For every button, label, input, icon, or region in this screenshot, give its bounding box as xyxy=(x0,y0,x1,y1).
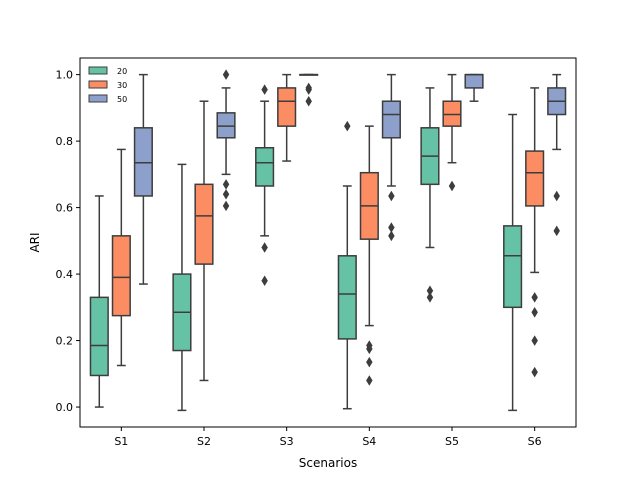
outlier-point xyxy=(305,82,312,94)
x-tick-label: S1 xyxy=(114,435,128,448)
x-tick-label: S4 xyxy=(362,435,376,448)
outlier-point xyxy=(305,95,312,107)
outlier-point xyxy=(553,225,560,237)
box-s4-20 xyxy=(337,255,357,340)
outlier-point xyxy=(261,242,268,253)
outlier-point xyxy=(531,307,538,318)
legend-swatch-20 xyxy=(88,66,108,75)
outlier-point xyxy=(222,69,230,80)
box-s2-30 xyxy=(194,183,214,265)
box-s1-30 xyxy=(111,235,131,317)
y-axis-label: ARI xyxy=(28,232,42,252)
x-axis-label: Scenarios xyxy=(299,456,357,470)
legend-swatch-30 xyxy=(88,80,108,89)
box-s1-20 xyxy=(89,296,109,377)
outlier-point xyxy=(261,84,268,95)
outlier-point xyxy=(366,375,373,386)
legend-label-30: 30 xyxy=(117,81,127,90)
outlier-point xyxy=(426,285,434,296)
outlier-point xyxy=(261,275,268,286)
plot-frame xyxy=(79,57,577,428)
outlier-point xyxy=(531,335,538,346)
x-tick-label: S6 xyxy=(528,435,542,448)
box-s5-50 xyxy=(464,73,484,89)
box-s3-20 xyxy=(255,147,275,187)
outlier-point xyxy=(222,200,230,212)
x-tick-label: S5 xyxy=(445,435,459,448)
y-tick-label: 0.4 xyxy=(56,268,74,281)
box-s6-30 xyxy=(525,150,545,207)
y-tick-label: 0.0 xyxy=(56,401,74,414)
y-tick-label: 0.8 xyxy=(56,135,74,148)
legend-label-50: 50 xyxy=(117,95,127,104)
legend-swatch-50 xyxy=(88,94,108,103)
outlier-point xyxy=(222,189,230,200)
outlier-point xyxy=(553,190,560,202)
x-axis-ticks: S1 S2 S3 S4 S5 S6 xyxy=(114,427,542,448)
box-s2-50 xyxy=(216,112,236,139)
box-s5-30 xyxy=(442,100,462,127)
outlier-point xyxy=(388,222,395,233)
y-tick-label: 1.0 xyxy=(56,69,74,82)
box-s1-50 xyxy=(133,127,153,197)
outlier-point xyxy=(388,230,395,242)
outlier-point xyxy=(531,292,538,303)
outlier-point xyxy=(366,356,373,368)
y-tick-label: 0.6 xyxy=(56,202,74,215)
legend: 20 30 50 xyxy=(88,66,127,104)
outlier-point xyxy=(426,292,434,303)
outlier-point xyxy=(344,120,351,132)
x-tick-label: S3 xyxy=(280,435,294,448)
y-axis-ticks: 0.0 0.2 0.4 0.6 0.8 1.0 xyxy=(56,69,80,414)
box-s4-50 xyxy=(381,100,401,139)
outlier-point xyxy=(366,340,373,351)
plot-boxes xyxy=(89,69,567,412)
legend-label-20: 20 xyxy=(117,67,127,76)
box-s3-30 xyxy=(277,87,297,127)
x-tick-label: S2 xyxy=(197,435,211,448)
box-s6-20 xyxy=(503,225,523,309)
y-tick-label: 0.2 xyxy=(56,335,74,348)
outlier-point xyxy=(531,366,538,378)
outlier-point xyxy=(388,190,395,202)
outlier-point xyxy=(222,179,230,190)
outlier-point xyxy=(448,180,456,192)
